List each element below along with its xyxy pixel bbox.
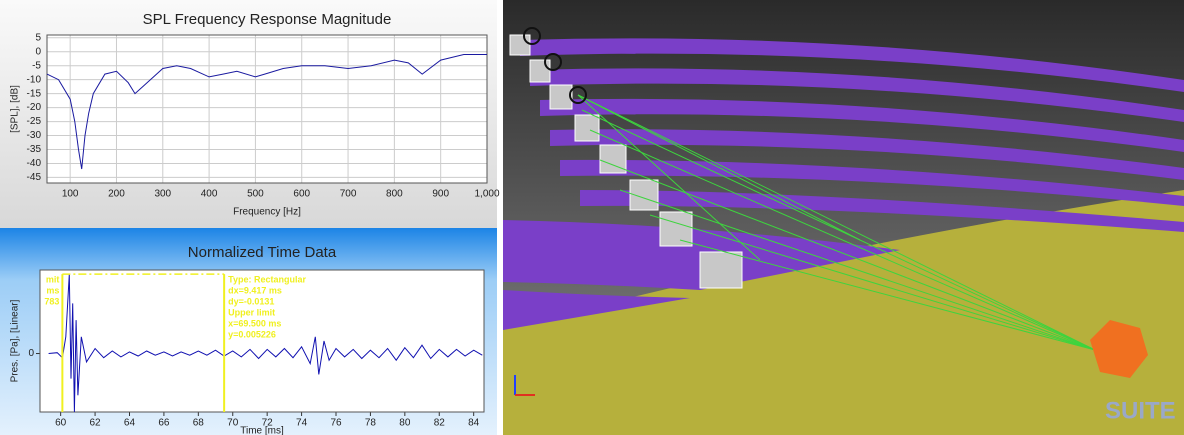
screen: SUITE SPL Frequency Response Magnitude Fr… — [0, 0, 1184, 435]
x-axis-label: Frequency [Hz] — [233, 207, 301, 218]
x-tick-label: 74 — [296, 418, 308, 429]
x-tick-label: 80 — [399, 418, 411, 429]
y-tick-label: -35 — [27, 144, 42, 155]
y-tick-label: -40 — [27, 158, 42, 169]
annotation: x=69.500 ms — [228, 319, 281, 329]
annotation: Type: Rectangular — [228, 275, 306, 285]
chart-title: SPL Frequency Response Magnitude — [143, 11, 392, 28]
y-tick-label: -45 — [27, 172, 42, 183]
x-tick-label: 66 — [158, 418, 170, 429]
x-tick-label: 700 — [340, 189, 357, 200]
plot-area — [47, 35, 487, 183]
y-axis-label: [SPL], [dB] — [10, 85, 21, 133]
x-tick-label: 76 — [330, 418, 342, 429]
x-tick-label: 1,000 — [474, 189, 499, 200]
x-tick-label: 400 — [201, 189, 218, 200]
x-tick-label: 900 — [432, 189, 449, 200]
x-tick-label: 82 — [434, 418, 446, 429]
annotation: mit — [46, 275, 60, 285]
x-tick-label: 300 — [154, 189, 171, 200]
x-tick-label: 62 — [90, 418, 102, 429]
chart-title: Normalized Time Data — [188, 244, 337, 261]
annotation: y=0.005226 — [228, 330, 276, 340]
y-tick-label: -5 — [32, 60, 41, 71]
y-tick-label: -30 — [27, 130, 42, 141]
annotation: dy=-0.0131 — [228, 297, 274, 307]
x-tick-label: 60 — [55, 418, 67, 429]
x-tick-label: 68 — [193, 418, 205, 429]
x-tick-label: 84 — [468, 418, 480, 429]
x-tick-label: 70 — [227, 418, 239, 429]
annotation: ms — [46, 286, 59, 296]
y-axis-label: Pres. [Pa], [Linear] — [10, 299, 21, 382]
annotation: 783 — [44, 297, 59, 307]
y-tick-label: 5 — [35, 32, 41, 43]
x-tick-label: 600 — [293, 189, 310, 200]
x-tick-label: 500 — [247, 189, 264, 200]
x-tick-label: 100 — [62, 189, 79, 200]
annotation: dx=9.417 ms — [228, 286, 282, 296]
annotation: Upper limit — [228, 308, 275, 318]
y-tick-label: -20 — [27, 102, 42, 113]
x-tick-label: 64 — [124, 418, 136, 429]
x-tick-label: 72 — [262, 418, 274, 429]
render-view: SUITE — [503, 0, 1184, 435]
y-tick-label: 0 — [28, 348, 34, 359]
y-tick-label: -10 — [27, 74, 42, 85]
x-tick-label: 78 — [365, 418, 377, 429]
x-tick-label: 200 — [108, 189, 125, 200]
logo: SUITE — [1105, 397, 1176, 424]
y-tick-label: 0 — [35, 46, 41, 57]
y-tick-label: -25 — [27, 116, 42, 127]
x-tick-label: 800 — [386, 189, 403, 200]
y-tick-label: -15 — [27, 88, 42, 99]
